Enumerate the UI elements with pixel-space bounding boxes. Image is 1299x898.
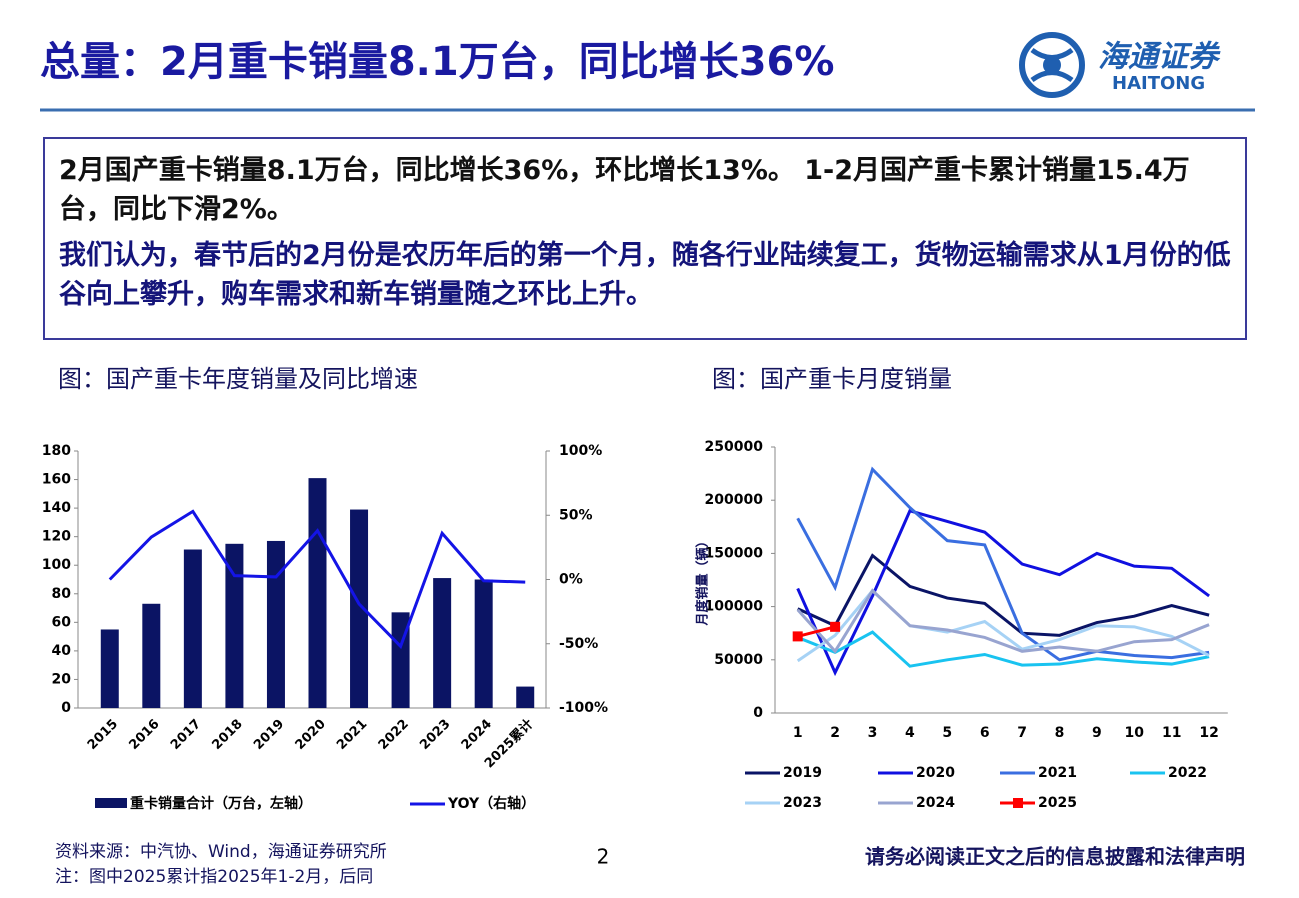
y2-tick-label: -50% (559, 636, 598, 652)
bar (183, 549, 202, 708)
y-tick-label: 60 (52, 614, 72, 630)
logo (1019, 32, 1085, 98)
y-tick-label: 150000 (705, 545, 764, 561)
y2-tick-label: -100% (559, 700, 608, 716)
logo-wave (1030, 47, 1074, 83)
y-tick-label: 0 (753, 705, 763, 721)
bar (350, 509, 369, 708)
legend-label: 2019 (783, 765, 822, 781)
logo-en: HAITONG (1112, 73, 1205, 94)
y-tick-label: 40 (52, 643, 72, 659)
yoy-line (108, 509, 526, 650)
y2-tick-label: 100% (559, 443, 602, 459)
y-tick-label: 180 (42, 443, 71, 459)
bar (474, 579, 493, 708)
x-tick-label: 11 (1162, 725, 1181, 741)
bar (433, 578, 452, 708)
point-marker (830, 621, 841, 632)
x-tick-label: 2 (830, 725, 840, 741)
source: 资料来源：中汽协、Wind，海通证券研究所 (55, 842, 387, 862)
summary-box: 2月国产重卡销量8.1万台，同比增长36%，环比增长13%。 1-2月国产重卡累… (43, 137, 1247, 340)
bar (516, 686, 535, 708)
y2-tick-label: 0% (559, 572, 583, 588)
x-tick-label: 4 (905, 725, 915, 741)
x-tick-label: 8 (1055, 725, 1065, 741)
bar (100, 629, 119, 708)
bar (142, 603, 161, 708)
x-tick-label: 1 (793, 725, 803, 741)
x-tick-label: 2020 (293, 717, 329, 753)
x-tick-label: 2015 (85, 717, 121, 753)
x-tick-label: 2024 (459, 717, 495, 753)
legend-label: 2024 (916, 795, 955, 811)
x-tick-label: 9 (1092, 725, 1102, 741)
series-line (796, 588, 1210, 654)
note: 注：图中2025累计指2025年1-2月，后同 (55, 867, 373, 887)
page-number: 2 (597, 845, 610, 869)
logo-cn: 海通证券 (1098, 40, 1221, 75)
legend-label: YOY（右轴） (447, 795, 535, 812)
x-tick-label: 2021 (334, 717, 370, 753)
legend-label: 2021 (1038, 765, 1077, 781)
x-tick-label: 2023 (417, 717, 453, 753)
bar (225, 543, 244, 708)
x-tick-label: 5 (942, 725, 952, 741)
y-tick-label: 50000 (714, 652, 763, 668)
y-tick-label: 160 (42, 472, 71, 488)
y-tick-label: 250000 (705, 439, 764, 455)
legend-label: 重卡销量合计（万台，左轴） (130, 795, 312, 812)
x-tick-label: 2016 (126, 717, 162, 753)
x-tick-label: 10 (1125, 725, 1145, 741)
summary-text: 2月国产重卡销量8.1万台，同比增长36%，环比增长13%。 1-2月国产重卡累… (59, 155, 1190, 225)
disclaimer: 请务必阅读正文之后的信息披露和法律声明 (865, 845, 1245, 869)
x-tick-label: 2019 (251, 717, 287, 753)
slide-title: 总量：2月重卡销量8.1万台，同比增长36% (40, 39, 834, 85)
legend-swatch (95, 798, 127, 808)
x-tick-label: 2018 (210, 717, 246, 753)
y-tick-label: 100 (42, 557, 71, 573)
legend-label: 2025 (1038, 795, 1077, 811)
series-line (797, 625, 836, 638)
logo-core (1043, 56, 1061, 74)
legend-marker (1013, 798, 1023, 808)
series-line (796, 509, 1210, 677)
logo-ring (1019, 32, 1085, 98)
series-line (797, 553, 1210, 637)
y-tick-label: 20 (52, 671, 72, 687)
x-tick-label: 2022 (376, 717, 412, 753)
y-tick-label: 0 (61, 700, 71, 716)
y-tick-label: 100000 (705, 599, 764, 615)
y-axis-label: 月度销量（辆） (695, 534, 711, 626)
legend-label: 2022 (1168, 765, 1207, 781)
y-tick-label: 120 (42, 529, 71, 545)
y-tick-label: 80 (52, 586, 72, 602)
bar (308, 478, 327, 708)
bar (266, 540, 285, 708)
y2-tick-label: 50% (559, 507, 593, 523)
x-tick-label: 6 (980, 725, 990, 741)
x-tick-label: 2017 (168, 717, 204, 753)
series-line (796, 466, 1210, 662)
chart-title: 图：国产重卡月度销量 (712, 365, 952, 393)
x-tick-label: 7 (1017, 725, 1027, 741)
y-tick-label: 200000 (705, 492, 764, 508)
y-tick-label: 140 (42, 500, 71, 516)
series-line (797, 630, 1210, 668)
x-tick-label: 3 (868, 725, 878, 741)
point-marker (792, 631, 803, 642)
legend-label: 2020 (916, 765, 955, 781)
chart-title: 图：国产重卡年度销量及同比增速 (58, 365, 418, 393)
x-tick-label: 12 (1199, 725, 1218, 741)
legend-label: 2023 (783, 795, 822, 811)
summary-text: 我们认为，春节后的2月份是农历年后的第一个月，随各行业陆续复工，货物运输需求从1… (59, 240, 1231, 310)
